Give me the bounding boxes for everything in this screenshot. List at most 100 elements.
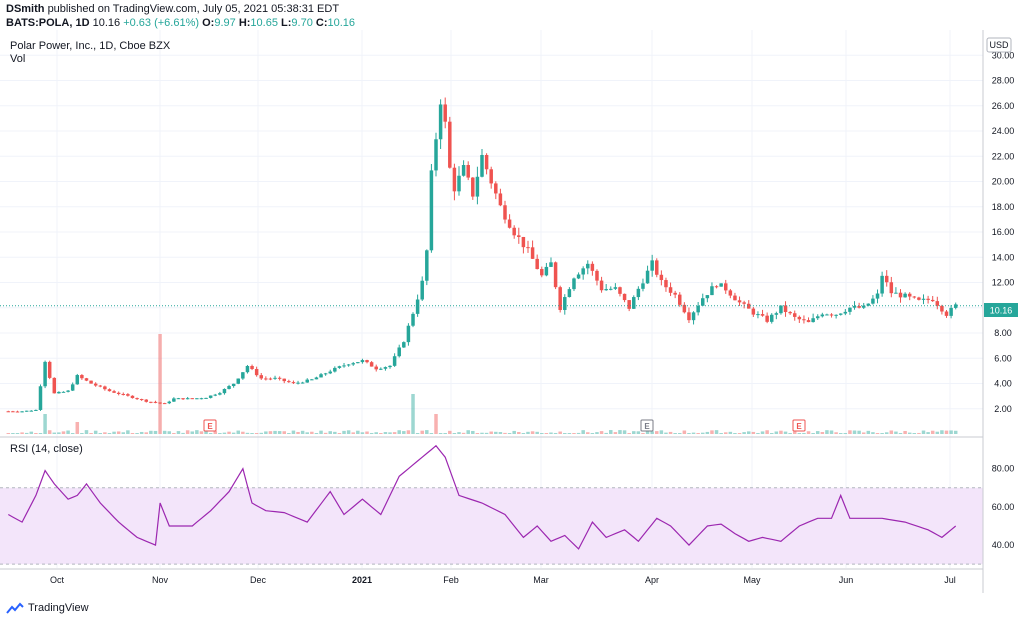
- volume-bar: [701, 432, 705, 434]
- volume-bar: [650, 431, 654, 434]
- volume-bar: [894, 431, 898, 434]
- candle-body: [949, 307, 953, 316]
- candle-body: [333, 367, 337, 372]
- footer-brand[interactable]: TradingView: [28, 602, 89, 614]
- volume-bar: [153, 430, 158, 434]
- volume-bar: [420, 430, 424, 434]
- high-label: H:: [238, 17, 251, 29]
- volume-bar: [204, 430, 208, 434]
- candle-body: [829, 314, 834, 316]
- rsi-legend[interactable]: RSI (14, close): [10, 443, 83, 455]
- candle-body: [218, 393, 222, 395]
- volume-bar: [613, 432, 618, 434]
- volume-bar: [241, 431, 245, 434]
- author-name[interactable]: DSmith: [6, 3, 45, 15]
- earnings-marker[interactable]: E: [792, 419, 806, 432]
- earnings-marker-box: [640, 419, 654, 432]
- time-axis[interactable]: Oct Nov Dec 2021 Feb Mar Apr May Jun Jul: [50, 575, 956, 585]
- candle-body: [89, 380, 93, 384]
- candle-body: [305, 379, 309, 383]
- price-tick-label: 28.00: [992, 76, 1015, 86]
- volume-bar: [696, 433, 700, 434]
- time-tick-label: Jun: [839, 575, 854, 585]
- volume-bar: [52, 432, 57, 434]
- candle-body: [264, 378, 268, 380]
- candle-body: [282, 378, 286, 382]
- volume-bar: [365, 431, 369, 434]
- candle-body: [590, 263, 595, 271]
- price-axis[interactable]: 2.004.006.008.0010.0012.0014.0016.0018.0…: [992, 50, 1015, 414]
- candle-body: [907, 293, 912, 297]
- earnings-marker[interactable]: E: [640, 419, 654, 432]
- currency-badge[interactable]: USD: [986, 37, 1012, 53]
- volume-bar: [406, 430, 411, 434]
- volume-bar: [917, 432, 921, 434]
- volume-bar: [921, 430, 926, 434]
- volume-legend[interactable]: Vol: [10, 53, 26, 65]
- candle-body: [852, 306, 857, 308]
- candle-body: [319, 374, 323, 378]
- volume-bar: [227, 431, 231, 434]
- candle-body: [917, 297, 921, 300]
- candle-body: [889, 282, 894, 294]
- price-tick-label: 22.00: [992, 151, 1015, 161]
- candle-body: [287, 381, 291, 383]
- volume-bar: [466, 430, 470, 434]
- volume-bar: [926, 432, 930, 434]
- volume-bar: [484, 432, 489, 434]
- candle-body: [940, 305, 944, 312]
- volume-bar: [47, 430, 52, 434]
- candle-body: [779, 305, 783, 314]
- candle-body: [250, 365, 254, 369]
- volume-bar: [20, 432, 24, 434]
- candle-body: [360, 360, 365, 363]
- volume-bar: [402, 431, 406, 434]
- candle-body: [627, 300, 631, 309]
- candle-body: [429, 170, 434, 251]
- candle-body: [176, 398, 181, 400]
- candle-body: [172, 398, 176, 402]
- volume-bar: [765, 430, 769, 434]
- volume-bar: [618, 430, 622, 434]
- candle-body: [452, 167, 457, 192]
- candle-body: [195, 398, 199, 400]
- volume-bar: [549, 432, 553, 434]
- candle-body: [121, 393, 126, 395]
- candle-body: [802, 319, 806, 321]
- volume-bar: [360, 432, 365, 434]
- candle-body: [392, 356, 397, 366]
- candle-body: [880, 275, 884, 294]
- volume-bar: [903, 430, 907, 434]
- volume-bar: [112, 431, 116, 434]
- volume-bar: [521, 433, 526, 434]
- volume-bar: [632, 431, 636, 434]
- volume-bar: [333, 431, 337, 434]
- volume-bar: [24, 432, 29, 434]
- candle-body: [861, 305, 866, 308]
- volume-bar: [199, 431, 204, 434]
- candle-body: [34, 409, 38, 411]
- volume-bar: [563, 433, 567, 434]
- candle-body: [199, 398, 204, 400]
- candle-body: [599, 280, 604, 291]
- candle-body: [613, 287, 618, 289]
- earnings-marker[interactable]: E: [203, 419, 217, 432]
- candle-body: [153, 401, 158, 403]
- candle-body: [691, 312, 696, 321]
- candle-body: [300, 382, 305, 384]
- volume-bar: [558, 431, 562, 434]
- volume-bar: [158, 334, 162, 434]
- volume-bar: [705, 431, 710, 434]
- volume-bar: [806, 431, 811, 434]
- candle-body: [714, 286, 719, 288]
- volume-bar: [544, 433, 549, 434]
- volume-bar: [149, 430, 153, 434]
- main-series-legend[interactable]: Polar Power, Inc., 1D, Cboe BZX: [10, 40, 171, 52]
- rsi-axis[interactable]: 40.00 60.00 80.00: [992, 464, 1015, 550]
- candle-body: [884, 275, 889, 283]
- candle-body: [659, 274, 664, 281]
- candle-body: [820, 314, 825, 317]
- candle-body: [636, 288, 641, 298]
